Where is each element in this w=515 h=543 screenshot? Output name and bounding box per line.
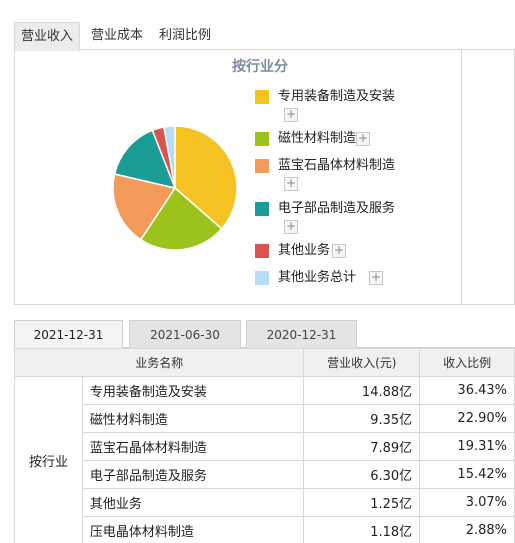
legend-swatch: [255, 132, 269, 146]
legend-label: 蓝宝石晶体材料制造: [278, 158, 396, 173]
row-revenue: 7.89亿: [303, 432, 421, 461]
row-revenue: 1.18亿: [303, 516, 421, 543]
row-name: 电子部品制造及服务: [81, 460, 305, 489]
tab-cost[interactable]: 营业成本: [90, 28, 143, 43]
pie-slice-1[interactable]: [139, 186, 223, 251]
expand-plus-icon[interactable]: +: [332, 243, 346, 258]
expand-plus-icon[interactable]: +: [369, 270, 383, 285]
row-ratio: 15.42%: [419, 460, 515, 489]
table-row: 按行业 专用装备制造及安装 14.88亿 36.43%: [14, 376, 515, 543]
row-revenue: 6.30亿: [303, 460, 421, 489]
row-revenue: 1.25亿: [303, 488, 421, 517]
group-label: 按行业: [14, 376, 83, 543]
chart-panel: 按行业分 专用装备制造及安装 + 磁性材料制造 + 蓝宝石晶体材料制造 + 电子…: [14, 50, 515, 305]
pie-slice-2[interactable]: [112, 173, 177, 241]
pie-slice-5[interactable]: [162, 125, 176, 189]
row-name: 压电晶体材料制造: [81, 516, 305, 543]
row-ratio: 2.88%: [419, 516, 515, 543]
legend-swatch: [255, 271, 269, 285]
tab-date-2020-12-31[interactable]: 2020-12-31: [246, 320, 357, 348]
chart-title: 按行业分: [232, 59, 288, 75]
tab-profit-ratio[interactable]: 利润比例: [158, 28, 211, 43]
revenue-table: 业务名称 营业收入(元) 收入比例 按行业 专用装备制造及安装 14.88亿 3…: [13, 348, 515, 543]
legend-swatch: [255, 90, 269, 104]
legend-label: 专用装备制造及安装: [278, 89, 396, 104]
header-ratio: 收入比例: [419, 348, 515, 377]
row-name: 专用装备制造及安装: [81, 376, 305, 405]
row-ratio: 3.07%: [419, 488, 515, 517]
row-revenue: 9.35亿: [303, 404, 421, 433]
row-ratio: 22.90%: [419, 404, 515, 433]
table-row: 磁性材料制造 9.35亿 22.90%: [15, 404, 515, 433]
row-ratio: 36.43%: [419, 376, 515, 405]
date-tab-bar: 2021-12-31 2021-06-30 2020-12-31: [14, 320, 515, 349]
tab-revenue[interactable]: 营业收入: [14, 22, 80, 51]
header-revenue: 营业收入(元): [303, 348, 421, 377]
expand-plus-icon[interactable]: +: [284, 176, 298, 191]
row-name: 蓝宝石晶体材料制造: [81, 432, 305, 461]
row-ratio: 19.31%: [419, 432, 515, 461]
table-row: 压电晶体材料制造 1.18亿 2.88%: [15, 516, 515, 543]
table-row: 电子部品制造及服务 6.30亿 15.42%: [15, 460, 515, 489]
legend-swatch: [255, 202, 269, 216]
expand-plus-icon[interactable]: +: [284, 107, 298, 122]
row-name: 其他业务: [81, 488, 305, 517]
row-revenue: 14.88亿: [303, 376, 421, 405]
header-business-name: 业务名称: [13, 348, 305, 377]
table-row: 蓝宝石晶体材料制造 7.89亿 19.31%: [15, 432, 515, 461]
row-name: 磁性材料制造: [81, 404, 305, 433]
legend-label: 电子部品制造及服务: [278, 201, 396, 216]
legend-label: 磁性材料制造: [278, 131, 357, 146]
legend-swatch: [255, 159, 269, 173]
expand-plus-icon[interactable]: +: [356, 131, 370, 146]
expand-plus-icon[interactable]: +: [284, 219, 298, 234]
pie-slice-3[interactable]: [113, 129, 177, 190]
tab-date-2021-12-31[interactable]: 2021-12-31: [14, 320, 123, 349]
legend-label: 其他业务总计: [278, 270, 357, 285]
tab-date-2021-06-30[interactable]: 2021-06-30: [129, 320, 241, 348]
table-header-row: 业务名称 营业收入(元) 收入比例: [13, 348, 515, 377]
table-row: 其他业务 1.25亿 3.07%: [15, 488, 515, 517]
pie-chart[interactable]: [105, 118, 245, 258]
legend-label: 其他业务: [278, 243, 331, 258]
legend-swatch: [255, 244, 269, 258]
pie-slice-0[interactable]: [174, 125, 238, 230]
panel-divider: [461, 50, 462, 304]
top-tab-bar: 营业收入 营业成本 利润比例: [14, 22, 515, 51]
